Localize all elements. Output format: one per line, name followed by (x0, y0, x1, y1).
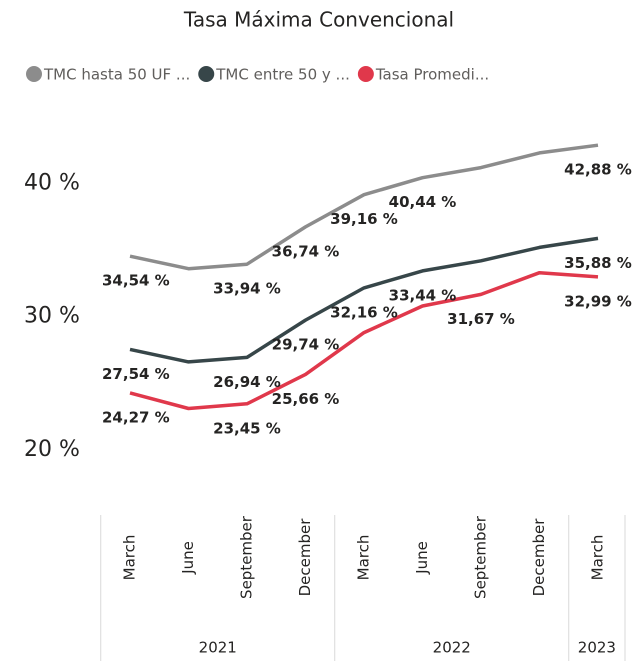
x-tick-label: December (530, 518, 548, 597)
legend-marker (198, 66, 215, 82)
data-label: 42,88 % (564, 161, 632, 179)
x-tick-label: March (355, 535, 373, 581)
y-tick-label: 40 % (24, 171, 80, 196)
data-label: 26,94 % (213, 373, 281, 391)
legend-marker (357, 66, 374, 82)
x-tick-label: September (472, 515, 490, 599)
legend-label: TMC hasta 50 UF ... (43, 66, 190, 84)
data-label: 36,74 % (272, 242, 340, 260)
x-tick-label: March (589, 535, 607, 581)
data-label: 23,45 % (213, 419, 281, 437)
legend-label: Tasa Promedi... (375, 66, 489, 84)
data-label: 35,88 % (564, 254, 632, 272)
data-label: 31,67 % (447, 310, 515, 328)
chart-title: Tasa Máxima Convencional (183, 8, 454, 32)
data-label: 33,44 % (389, 286, 457, 304)
data-label: 33,94 % (213, 280, 281, 298)
data-label: 25,66 % (272, 390, 340, 408)
x-tick-label: September (238, 515, 256, 599)
series-line (129, 143, 599, 271)
data-label: 29,74 % (272, 336, 340, 354)
x-group-label: 2023 (578, 639, 616, 657)
data-label: 24,27 % (102, 408, 170, 426)
x-tick-label: March (121, 535, 139, 581)
data-label: 32,99 % (564, 292, 632, 310)
data-label: 27,54 % (102, 365, 170, 383)
series-line (129, 236, 599, 364)
x-group-label: 2022 (433, 639, 471, 657)
y-tick-label: 30 % (24, 304, 80, 329)
x-tick-label: June (413, 541, 431, 575)
data-label: 40,44 % (389, 193, 457, 211)
legend-marker (26, 66, 42, 82)
x-group-label: 2021 (199, 639, 237, 657)
data-label: 34,54 % (102, 272, 170, 290)
legend-label: TMC entre 50 y ... (215, 66, 350, 84)
x-tick-label: June (179, 541, 197, 575)
data-label: 32,16 % (330, 303, 398, 321)
series-line (129, 270, 599, 411)
y-tick-label: 20 % (24, 437, 80, 462)
data-label: 39,16 % (330, 210, 398, 228)
x-tick-label: December (296, 518, 314, 597)
